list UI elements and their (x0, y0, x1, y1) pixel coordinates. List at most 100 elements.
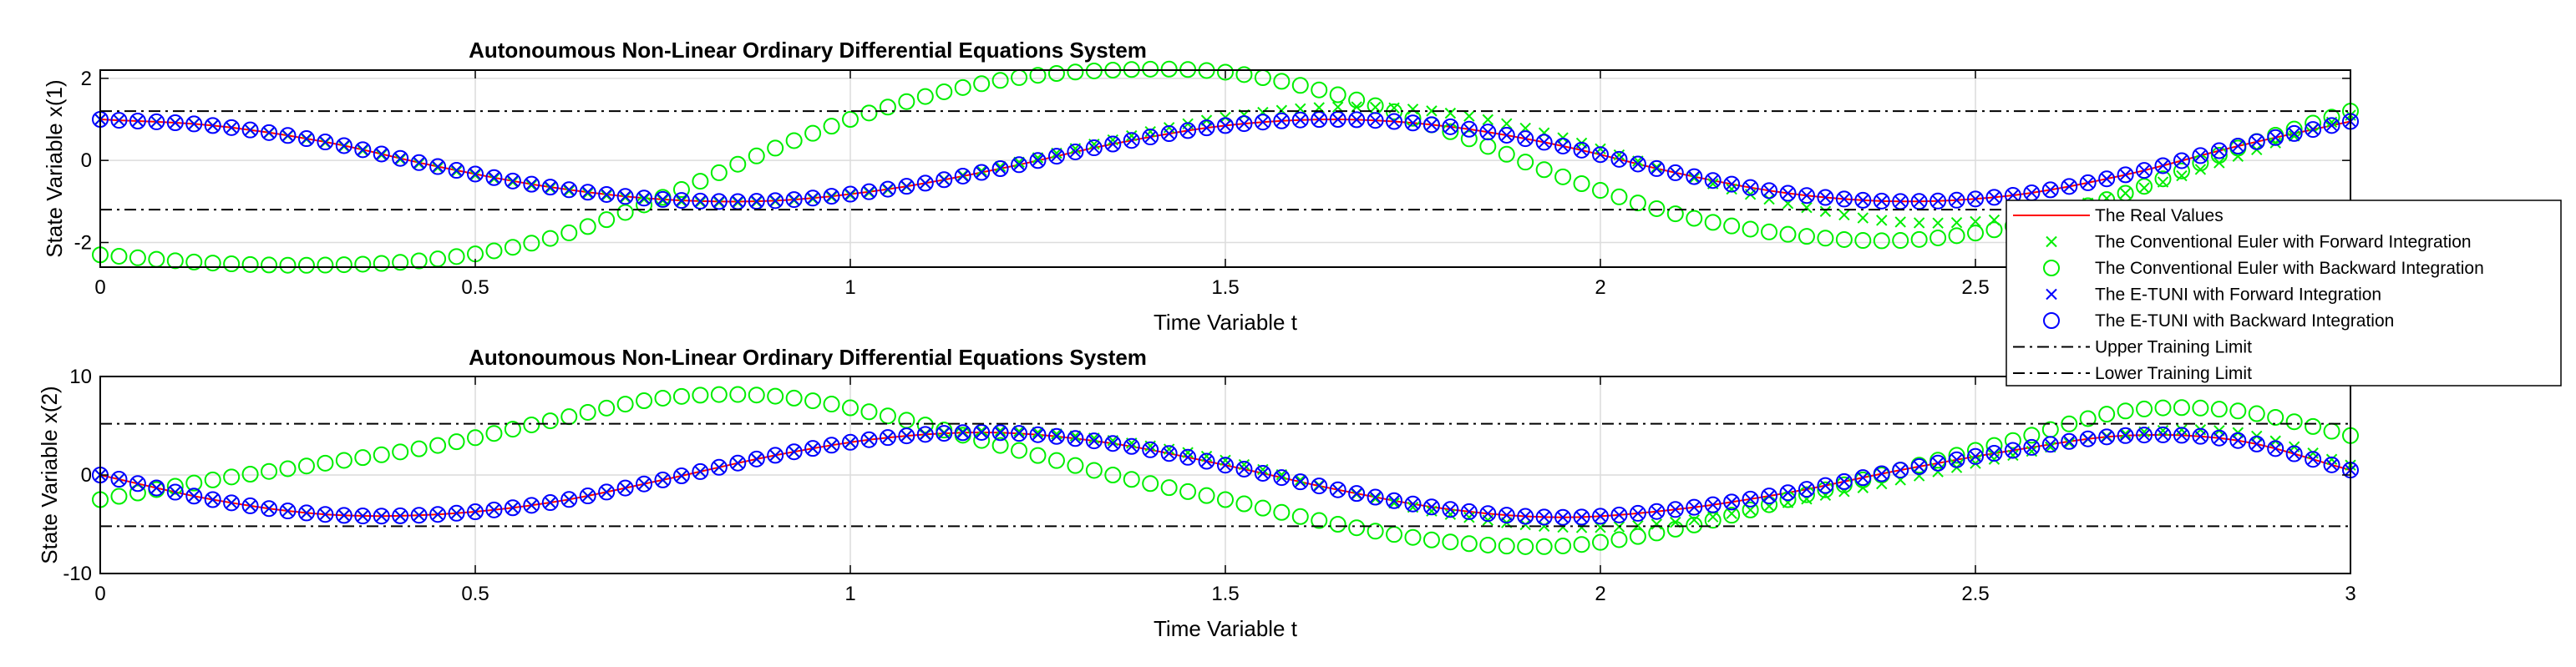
data-point (1929, 192, 1947, 210)
data-point (823, 118, 840, 135)
data-point (170, 117, 181, 129)
data-point (1651, 161, 1663, 173)
data-point (1970, 193, 1981, 205)
data-point (879, 99, 896, 116)
data-point (488, 504, 500, 516)
data-point (1573, 536, 1590, 553)
data-point (2063, 437, 2075, 449)
data-point (1029, 67, 1047, 84)
legend-entry: The Conventional Euler with Backward Int… (2043, 259, 2484, 278)
data-point (1535, 538, 1553, 555)
data-point (2101, 173, 2112, 184)
data-point (2305, 114, 2322, 132)
data-point (2323, 117, 2340, 134)
data-point (1011, 68, 1028, 86)
data-point (1067, 430, 1084, 447)
data-point (1763, 184, 1775, 197)
data-point (2041, 181, 2059, 199)
data-point (1873, 465, 1890, 483)
data-point (1835, 472, 1853, 490)
grid (99, 376, 2351, 574)
data-point (2325, 459, 2338, 471)
data-point (1798, 187, 1815, 205)
data-point (748, 387, 765, 404)
data-point (1779, 484, 1797, 502)
data-point (204, 491, 221, 508)
data-point (767, 387, 784, 405)
data-point (976, 166, 987, 179)
data-point (1444, 107, 1457, 119)
data-point (113, 473, 125, 485)
data-point (2305, 451, 2322, 468)
data-point (1351, 488, 1362, 499)
data-point (579, 403, 596, 421)
data-point (842, 399, 859, 417)
data-point (2136, 400, 2153, 417)
data-point (1388, 115, 1400, 128)
data-point (2117, 402, 2134, 420)
data-point (1200, 450, 1213, 462)
data-point (185, 474, 203, 492)
data-point (467, 429, 484, 447)
data-point (1200, 455, 1213, 467)
data-point (1686, 498, 1703, 516)
data-point (450, 164, 463, 176)
data-point (1666, 205, 1684, 223)
legend-box (2006, 200, 2562, 387)
data-point (1144, 125, 1156, 138)
chart-panel-x2: Autonoumous Non-Linear Ordinary Differen… (37, 345, 2359, 641)
data-point (1386, 526, 1403, 543)
y-axis-label: State Variable x(2) (37, 386, 62, 563)
data-point (223, 119, 241, 136)
data-point (1801, 189, 1813, 201)
data-point (2213, 144, 2225, 157)
data-point (523, 416, 540, 433)
y-tick-label: -2 (74, 232, 92, 255)
data-point (804, 189, 822, 207)
legend-entry: Lower Training Limit (2013, 364, 2252, 383)
data-point (2136, 178, 2153, 195)
data-point (2323, 456, 2340, 473)
data-point (2213, 432, 2225, 444)
data-point (1726, 508, 1737, 519)
data-point (1067, 457, 1084, 474)
data-point (657, 194, 669, 205)
data-point (1913, 195, 1925, 208)
data-point (545, 182, 556, 195)
data-point (898, 178, 915, 195)
data-point (788, 194, 800, 205)
data-point (1798, 486, 1815, 503)
data-point (1311, 512, 1328, 529)
x-axis-label: Time Variable t (1154, 310, 1298, 335)
data-point (1029, 447, 1047, 464)
data-point (879, 429, 896, 447)
series-the-e-tuni-with-backward-integration (92, 423, 2359, 526)
data-point (1670, 503, 1681, 516)
data-point (1932, 466, 1944, 478)
data-point (1482, 508, 1494, 519)
data-point (1632, 158, 1644, 170)
data-point (860, 431, 878, 448)
data-point (2194, 149, 2207, 162)
data-point (1688, 170, 1700, 183)
data-point (1182, 447, 1194, 458)
data-point (354, 508, 372, 525)
data-point (710, 458, 728, 476)
data-point (2307, 124, 2319, 135)
data-point (317, 506, 334, 523)
data-point (2157, 159, 2169, 172)
data-point (994, 427, 1007, 438)
data-point (732, 457, 744, 469)
data-point (1426, 501, 1438, 513)
data-point (1801, 201, 1813, 214)
data-point (1854, 232, 1872, 250)
data-point (1238, 463, 1250, 475)
data-point (1067, 143, 1084, 160)
data-point (916, 417, 934, 434)
data-point (994, 160, 1007, 173)
data-point (132, 478, 144, 489)
data-point (504, 239, 521, 256)
data-point (1482, 126, 1494, 138)
data-point (842, 111, 859, 128)
data-point (110, 112, 128, 129)
